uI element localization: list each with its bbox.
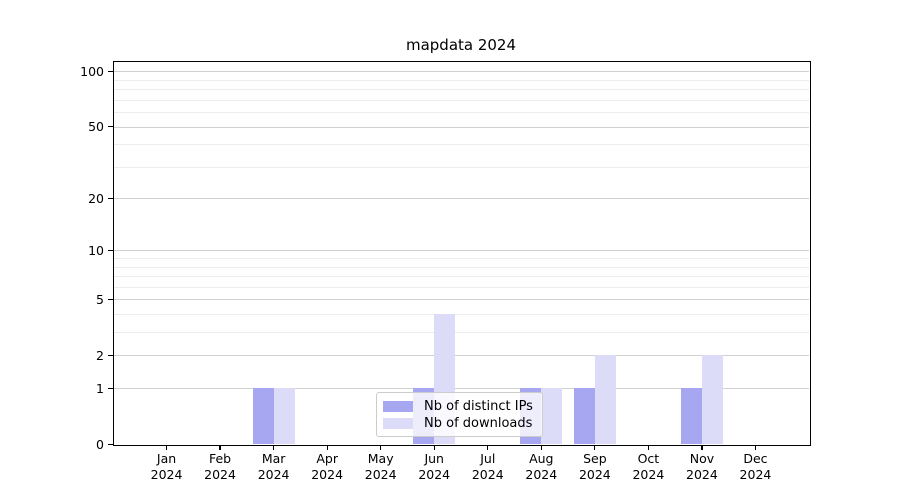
bar-nb-of-distinct-ips-mar: [252, 388, 274, 444]
y-tick-10: [108, 249, 113, 252]
y-tick-label-5: 5: [96, 291, 104, 307]
x-tick-aug: [540, 445, 542, 450]
y-tick-label-50: 50: [88, 119, 104, 135]
gridline-minor-8: [114, 266, 809, 268]
gridline-minor-80: [114, 89, 809, 91]
x-tick-mar: [273, 445, 275, 450]
x-tick-jan: [165, 445, 168, 450]
bar-nb-of-downloads-aug: [541, 388, 563, 444]
legend-swatch-downloads-icon: [383, 417, 413, 429]
y-tick-50: [108, 126, 113, 128]
legend: Nb of distinct IPs Nb of downloads: [376, 392, 543, 437]
gridline-major-5: [114, 299, 809, 301]
gridline-minor-40: [114, 144, 809, 146]
gridline-major-100: [114, 71, 809, 73]
y-tick-label-10: 10: [88, 242, 104, 258]
x-tick-label-jun: Jun 2024: [418, 451, 451, 482]
legend-label-downloads: Nb of downloads: [424, 415, 533, 431]
x-tick-nov: [701, 445, 703, 450]
x-tick-may: [380, 445, 382, 450]
gridline-minor-9: [114, 258, 809, 260]
bar-nb-of-downloads-mar: [273, 388, 295, 444]
x-tick-label-may: May 2024: [364, 451, 397, 482]
legend-swatch-distinct-ips-icon: [383, 400, 413, 412]
legend-label-distinct-ips: Nb of distinct IPs: [424, 398, 533, 414]
chart-title: mapdata 2024: [405, 36, 517, 54]
x-tick-dec: [754, 445, 757, 450]
y-tick-0: [108, 443, 113, 445]
y-tick-1: [108, 387, 113, 389]
x-tick-label-apr: Apr 2024: [311, 451, 344, 482]
y-tick-label-0: 0: [96, 436, 104, 452]
y-tick-5: [108, 298, 113, 301]
x-tick-label-jan: Jan 2024: [150, 451, 183, 482]
x-tick-sep: [594, 445, 596, 450]
x-tick-oct: [647, 445, 649, 450]
x-tick-label-sep: Sep 2024: [578, 451, 611, 482]
gridline-major-10: [114, 250, 809, 252]
x-tick-label-oct: Oct 2024: [632, 451, 665, 482]
legend-entry-distinct-ips: Nb of distinct IPs: [383, 398, 535, 414]
y-tick-100: [108, 70, 113, 73]
bar-nb-of-downloads-sep: [594, 355, 616, 444]
gridline-major-2: [114, 355, 809, 357]
x-tick-label-feb: Feb 2024: [204, 451, 236, 482]
gridline-minor-3: [114, 332, 809, 334]
gridline-minor-70: [114, 99, 809, 101]
x-tick-label-jul: Jul 2024: [471, 451, 504, 482]
gridline-minor-4: [114, 314, 809, 316]
gridline-major-1: [114, 388, 809, 390]
x-tick-label-dec: Dec 2024: [739, 451, 772, 482]
x-tick-label-aug: Aug 2024: [525, 451, 558, 482]
bar-nb-of-distinct-ips-nov: [680, 388, 702, 444]
x-tick-apr: [326, 445, 328, 450]
y-tick-label-100: 100: [80, 63, 104, 79]
gridline-major-50: [114, 126, 809, 128]
y-tick-2: [108, 354, 113, 356]
gridline-minor-6: [114, 286, 809, 288]
gridline-minor-7: [114, 276, 809, 278]
bar-nb-of-downloads-nov: [701, 355, 723, 444]
y-tick-label-20: 20: [88, 190, 104, 206]
y-tick-20: [108, 197, 113, 199]
gridline-minor-30: [114, 166, 809, 168]
x-tick-jul: [487, 445, 489, 450]
legend-entry-downloads: Nb of downloads: [383, 415, 535, 431]
gridline-major-20: [114, 198, 809, 200]
bar-nb-of-distinct-ips-sep: [573, 388, 595, 444]
gridline-minor-60: [114, 112, 809, 114]
x-tick-label-mar: Mar 2024: [257, 451, 290, 482]
gridline-minor-90: [114, 79, 809, 81]
x-tick-label-nov: Nov 2024: [686, 451, 718, 482]
y-tick-label-2: 2: [96, 347, 104, 363]
x-tick-feb: [219, 445, 221, 450]
x-tick-jun: [433, 445, 435, 450]
y-tick-label-1: 1: [96, 380, 104, 396]
